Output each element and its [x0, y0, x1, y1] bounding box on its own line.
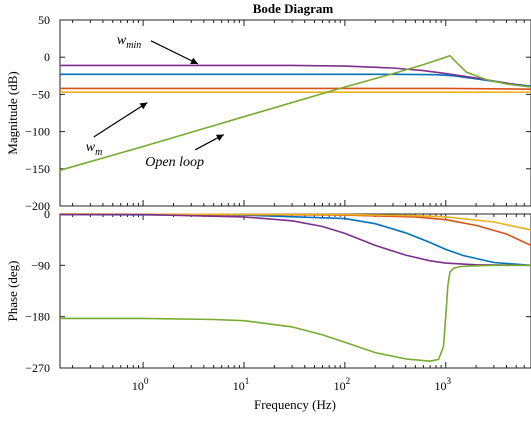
y-tick-label: −100 — [25, 125, 50, 139]
magnitude-series-line-2 — [60, 87, 531, 90]
phase-series-line-3 — [59, 213, 531, 231]
annotation-label-2: wm — [86, 140, 103, 158]
x-tick-label: 102 — [334, 376, 351, 393]
magnitude-ticks: 50 0 −50 −100 −150 −200 — [25, 13, 531, 213]
annotation-arrowhead-2 — [139, 102, 148, 110]
annotation-label-3: Open loop — [145, 155, 204, 170]
x-tick-label: 100 — [132, 376, 149, 393]
phase-series-line-1 — [59, 213, 531, 267]
y-tick-label: 0 — [44, 50, 50, 64]
y-tick-label: −270 — [25, 361, 50, 375]
phase-series-line-5 — [60, 264, 531, 363]
x-tick-label: 101 — [233, 376, 250, 393]
magnitude-annotations: wmin wm Open loop — [86, 33, 225, 170]
y-tick-label: −90 — [31, 258, 50, 272]
y-tick-label: −200 — [25, 199, 50, 213]
magnitude-series-line-4 — [60, 64, 531, 88]
y-tick-label: 50 — [38, 13, 50, 27]
phase-axes-frame — [59, 213, 531, 369]
magnitude-panel: 50 0 −50 −100 −150 −200 wmin wm Open loop Magni… — [5, 13, 531, 213]
phase-series — [59, 213, 531, 363]
phase-panel: 0 −90 −180 −270 Phase (deg) — [5, 207, 531, 375]
magnitude-ylabel: Magnitude (dB) — [5, 71, 20, 154]
x-tick-label: 103 — [434, 376, 451, 393]
annotation-arrow-2 — [93, 102, 148, 138]
y-tick-label: −50 — [31, 87, 50, 101]
annotation-arrowhead-1 — [190, 57, 198, 64]
magnitude-series — [59, 54, 531, 172]
phase-series-line-4 — [60, 213, 531, 267]
x-axis-label: Frequency (Hz) — [254, 397, 336, 412]
annotation-label-1: wmin — [117, 33, 141, 51]
phase-ticks: 0 −90 −180 −270 — [25, 207, 531, 375]
annotation-arrowhead-3 — [215, 134, 224, 141]
magnitude-series-line-5 — [59, 54, 531, 172]
x-tick-labels: 100 101 102 103 — [132, 376, 452, 393]
phase-ylabel: Phase (deg) — [5, 260, 20, 321]
y-tick-label: 0 — [44, 207, 50, 221]
annotation-arrow-1 — [150, 40, 199, 65]
y-tick-label: −180 — [25, 310, 50, 324]
magnitude-axes-frame — [59, 19, 531, 207]
y-tick-label: −150 — [25, 162, 50, 176]
chart-title: Bode Diagram — [253, 1, 334, 16]
